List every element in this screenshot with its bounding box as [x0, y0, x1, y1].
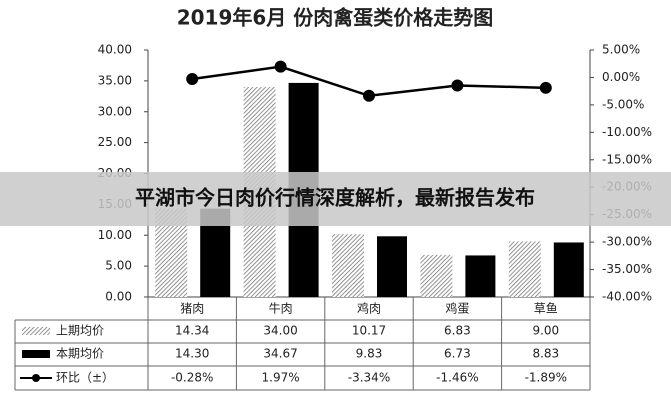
legend-swatch [22, 350, 50, 358]
x-tick-label: 鸡肉 [357, 301, 381, 316]
line-marker [274, 60, 287, 73]
x-tick-label: 鸡蛋 [445, 301, 469, 316]
y2-tick-label: -30.00% [602, 235, 652, 249]
legend-label: 上期均价 [56, 324, 104, 338]
x-tick-label: 牛肉 [269, 301, 293, 316]
line-marker [451, 79, 464, 92]
legend-label: 环比（±） [56, 371, 114, 385]
x-tick-label: 猪肉 [180, 302, 204, 316]
data-label: 14.30 [175, 347, 209, 361]
data-label: 9.83 [356, 347, 383, 361]
data-label: -1.89% [525, 371, 567, 385]
data-label: 6.83 [444, 324, 471, 338]
bar [553, 242, 584, 297]
data-label: 9.00 [532, 324, 559, 338]
y-tick-label: 40.00 [98, 43, 132, 57]
y2-tick-label: -5.00% [602, 97, 644, 111]
y2-tick-label: -15.00% [602, 152, 652, 166]
y-tick-label: 10.00 [98, 228, 132, 242]
y2-tick-label: -10.00% [602, 125, 652, 139]
y-tick-label: 30.00 [98, 104, 132, 118]
data-label: 1.97% [262, 371, 300, 385]
line-marker [539, 81, 552, 94]
y-tick-label: 0.00 [105, 290, 132, 304]
x-tick-label: 草鱼 [534, 302, 558, 316]
data-label: 8.83 [532, 347, 559, 361]
y-tick-label: 35.00 [98, 73, 132, 87]
bar [332, 234, 364, 297]
data-label: -0.28% [171, 371, 213, 385]
data-label: -1.46% [436, 371, 478, 385]
data-label: 34.67 [263, 347, 297, 361]
y2-tick-label: 5.00% [602, 43, 640, 57]
bar [465, 255, 496, 297]
y-tick-label: 5.00 [105, 259, 132, 273]
y2-tick-label: -40.00% [602, 290, 652, 304]
table-grid [14, 319, 590, 391]
data-label: -3.34% [348, 371, 390, 385]
legend-swatch [32, 374, 40, 382]
line-marker [363, 89, 375, 102]
y-tick-label: 25.00 [98, 135, 132, 149]
bar [377, 236, 407, 297]
y2-tick-label: 0.00% [602, 70, 640, 84]
bar [508, 241, 541, 297]
legend-swatch [22, 327, 50, 335]
legend-label: 本期均价 [56, 347, 104, 361]
data-label: 14.34 [175, 324, 209, 338]
y2-tick-label: -35.00% [602, 262, 652, 276]
banner [0, 172, 671, 226]
data-label: 10.17 [352, 324, 386, 338]
bar [420, 254, 453, 297]
banner-headline: 平湖市今日肉价行情深度解析，最新报告发布 [135, 186, 535, 210]
line-marker [186, 72, 199, 85]
chart-title: 2019年6月 份肉禽蛋类价格走势图 [177, 6, 494, 30]
data-label: 6.73 [444, 347, 471, 361]
data-label: 34.00 [263, 324, 297, 338]
